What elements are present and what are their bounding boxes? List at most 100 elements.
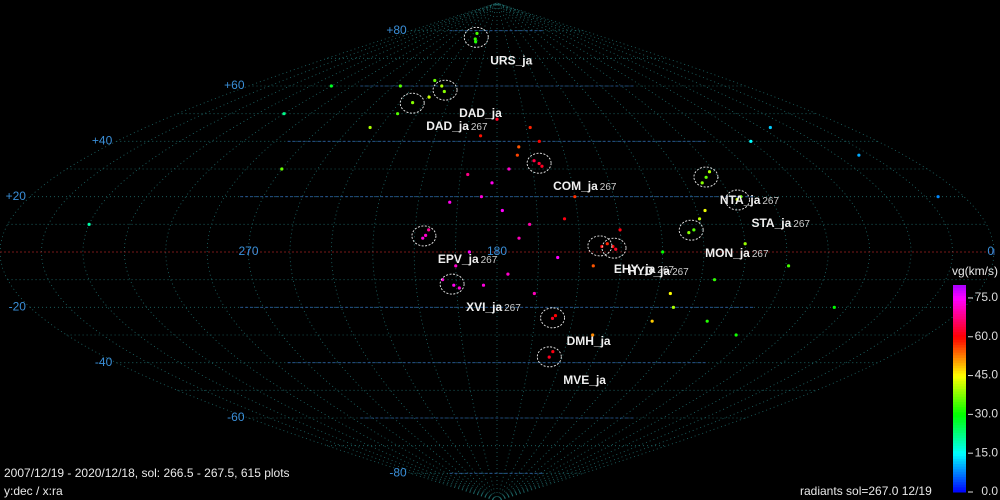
colorbar-segment	[953, 391, 966, 395]
radiant-point	[329, 84, 333, 88]
colorbar-segment	[953, 471, 966, 475]
radiant-point	[749, 139, 753, 143]
shower-circle	[463, 26, 489, 48]
shower-label: DAD_ja	[459, 106, 502, 120]
colorbar-segment	[953, 310, 966, 314]
colorbar-segment	[953, 455, 966, 459]
shower-name: EPV_ja	[438, 252, 479, 266]
shower-sol: 267	[762, 196, 779, 207]
radiant-point	[532, 291, 536, 296]
colorbar-segment	[953, 442, 966, 446]
shower-label: EPV_ja 267	[438, 252, 498, 266]
colorbar-segment	[953, 437, 966, 441]
colorbar-segment	[953, 401, 966, 405]
meridian	[496, 2, 581, 500]
x-tick-label: 270	[238, 244, 258, 258]
shower-label: MVE_ja	[563, 373, 606, 387]
colorbar-segment	[953, 416, 966, 421]
radiant-point	[705, 319, 709, 323]
shower-circle	[439, 273, 465, 295]
y-tick-label: +80	[386, 23, 407, 37]
meridian	[496, 2, 788, 500]
colorbar-segment	[953, 336, 966, 340]
radiant-point	[537, 139, 541, 143]
meridian	[206, 2, 498, 500]
date-range: 2007/12/19 - 2020/12/18, sol: 266.5 - 26…	[4, 466, 290, 480]
meridian	[496, 2, 622, 500]
colorbar-segment	[953, 305, 966, 309]
meridian	[330, 2, 498, 500]
radiant-point	[547, 355, 551, 359]
shower-label: URS_ja	[490, 53, 532, 67]
colorbar-segment	[953, 440, 966, 444]
colorbar-segment	[953, 419, 966, 423]
colorbar-segment	[953, 370, 966, 374]
colorbar-segment	[953, 344, 966, 348]
colorbar-segment	[953, 385, 966, 389]
radiant-point	[479, 195, 484, 199]
shower-label: DMH_ja	[567, 334, 611, 348]
radiant-point	[832, 305, 836, 309]
radiant-point	[668, 291, 672, 296]
colorbar-segment	[953, 331, 966, 335]
radiant-point	[442, 89, 446, 94]
x-tick-label: 0	[987, 244, 994, 258]
colorbar-segment	[953, 380, 966, 384]
colorbar-segment	[953, 427, 966, 431]
radiant-point	[712, 278, 717, 282]
shower-circle	[540, 307, 566, 329]
radiant-point	[703, 208, 707, 213]
radiant-point	[507, 167, 511, 171]
radiant-point	[528, 125, 532, 130]
radiant-point	[936, 195, 940, 199]
radiant-point	[743, 242, 747, 246]
colorbar-segment	[953, 424, 966, 428]
colorbar-segment	[953, 360, 966, 364]
radiant-point	[671, 305, 676, 309]
colorbar-segment	[953, 362, 966, 366]
colorbar-segment	[953, 295, 966, 299]
colorbar-segment	[953, 352, 966, 356]
colorbar-label: 15.0	[975, 445, 999, 459]
radiant-point	[591, 264, 595, 268]
shower-name: MON_ja	[705, 246, 750, 260]
radiant-point	[857, 153, 861, 157]
meridian	[82, 2, 498, 500]
colorbar-segment	[953, 378, 966, 382]
y-tick-label: +20	[6, 189, 27, 203]
colorbar-segment	[953, 414, 966, 418]
colorbar-segment	[953, 313, 966, 317]
shower-circle	[536, 346, 562, 368]
radiant-point	[532, 159, 536, 163]
colorbar-segment	[953, 460, 966, 465]
radiant-point	[448, 200, 452, 204]
radiant-point	[515, 153, 519, 157]
shower-circle	[587, 235, 613, 257]
shower-circle	[411, 225, 437, 247]
colorbar-segment	[953, 292, 966, 296]
colorbar-segment	[953, 466, 966, 470]
shower-name: DAD_ja	[426, 119, 469, 133]
colorbar-label: 0.0	[981, 484, 998, 498]
colorbar-segment	[953, 473, 966, 477]
colorbar-segment	[953, 349, 966, 353]
x-tick-label: 180	[487, 244, 507, 258]
radiant-point	[537, 161, 541, 166]
colorbar-segment	[953, 365, 966, 369]
axes-note: y:dec / x:ra	[4, 484, 63, 498]
colorbar-segment	[953, 323, 966, 327]
meridian	[496, 2, 664, 500]
shower-sol: 267	[504, 303, 521, 314]
radiant-point	[734, 333, 738, 337]
colorbar-segment	[953, 297, 966, 302]
radiant-point	[650, 319, 654, 323]
colorbar-segment	[953, 303, 966, 307]
colorbar-label: 30.0	[975, 407, 999, 421]
colorbar-segment	[953, 432, 966, 436]
radiant-point	[768, 125, 772, 130]
colorbar-segment	[953, 489, 966, 493]
shower-sol: 267	[752, 249, 769, 260]
colorbar-segment	[953, 287, 966, 291]
radiant-point	[454, 264, 458, 268]
